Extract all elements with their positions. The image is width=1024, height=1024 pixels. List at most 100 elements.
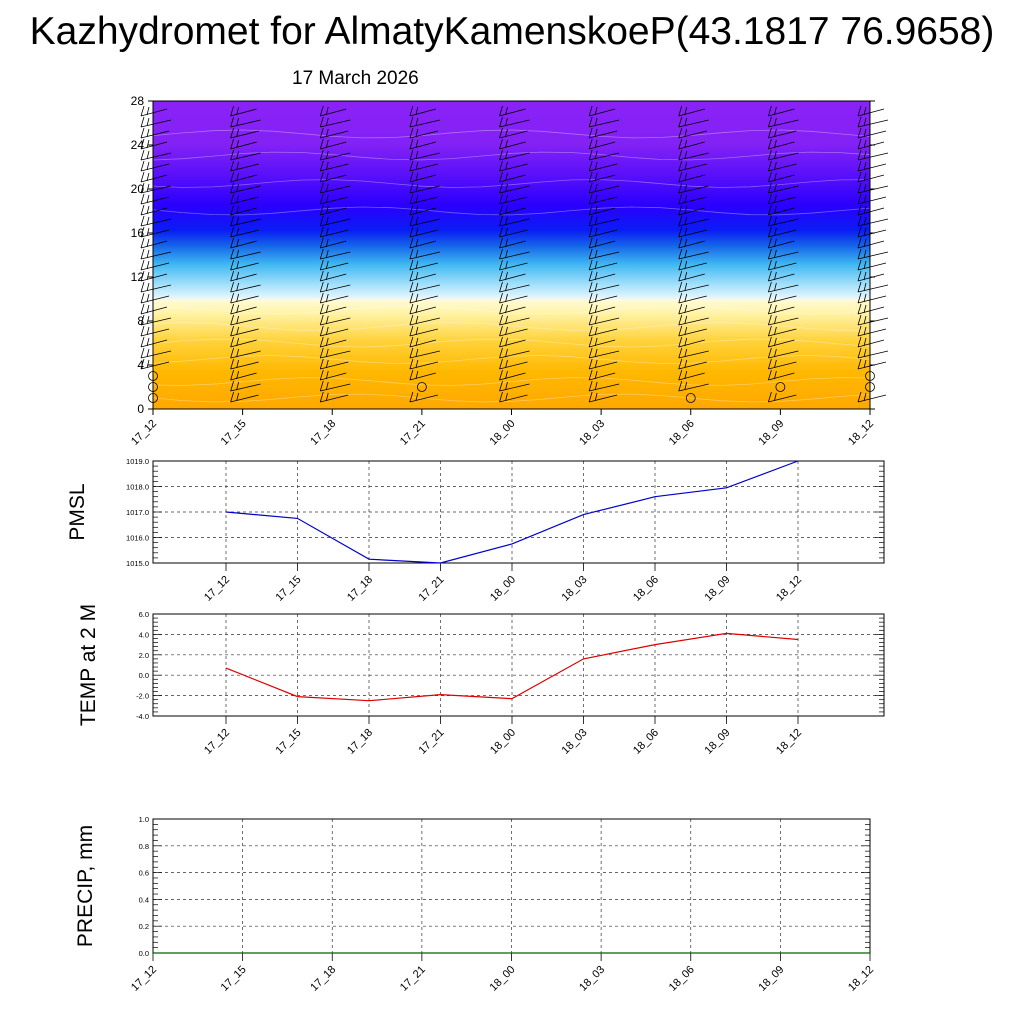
x-tick-label: 17_21 xyxy=(417,727,447,757)
wind-barb xyxy=(588,116,620,128)
y-tick-label: 0.2 xyxy=(139,922,149,931)
x-tick-label: 18_00 xyxy=(488,418,518,448)
wind-barb xyxy=(499,270,526,282)
wind-barb xyxy=(857,149,889,161)
wind-barb xyxy=(319,358,349,370)
wind-barb xyxy=(140,226,170,238)
wind-barb xyxy=(409,226,438,238)
y-tick-label: 0 xyxy=(137,402,144,416)
wind-barb xyxy=(409,127,438,139)
wind-barb xyxy=(767,314,799,326)
x-tick-label: 17_18 xyxy=(308,418,338,448)
wind-barb xyxy=(499,347,530,359)
wind-barb xyxy=(230,149,261,161)
wind-barb xyxy=(588,138,616,150)
wind-barb xyxy=(588,127,618,139)
wind-barb xyxy=(499,369,526,381)
wind-barb xyxy=(230,204,257,216)
wind-barb xyxy=(857,281,889,293)
wind-barb xyxy=(319,237,347,249)
wind-barb xyxy=(499,226,528,238)
wind-barb xyxy=(140,193,170,205)
wind-barb xyxy=(767,347,799,359)
wind-barb xyxy=(499,380,530,392)
y-tick-label: 4.0 xyxy=(139,630,149,639)
wind-barb xyxy=(767,193,797,205)
wind-barb xyxy=(409,292,438,304)
wind-barb xyxy=(767,259,797,271)
wind-barb xyxy=(767,149,799,161)
wind-barb xyxy=(678,182,709,194)
y-tick-label: 1.0 xyxy=(139,815,149,824)
wind-barb xyxy=(499,116,530,128)
wind-barb xyxy=(409,303,436,315)
wind-barb xyxy=(857,248,889,260)
wind-barb xyxy=(857,127,887,139)
wind-barb xyxy=(499,325,528,337)
wind-barb xyxy=(678,138,705,150)
y-axis-label: TEMP at 2 M xyxy=(77,604,100,726)
chart-subtitle: 17 March 2026 xyxy=(292,68,419,89)
y-tick-label: 28 xyxy=(131,94,145,108)
wind-barb xyxy=(588,149,620,161)
wind-barb xyxy=(588,325,618,337)
wind-barb xyxy=(230,270,257,282)
wind-barb xyxy=(857,259,887,271)
calm-wind-marker xyxy=(416,382,427,392)
wind-barb xyxy=(767,127,797,139)
wind-barb xyxy=(767,270,795,282)
wind-barb xyxy=(678,270,705,282)
wind-barb xyxy=(230,116,261,128)
wind-barb xyxy=(499,160,528,172)
wind-barb xyxy=(140,248,172,260)
wind-barb xyxy=(319,127,349,139)
wind-barb xyxy=(319,149,351,161)
wind-barb xyxy=(140,160,170,172)
x-tick-label: 18_03 xyxy=(560,727,590,757)
contour-line xyxy=(152,322,871,331)
wind-barb xyxy=(230,336,257,348)
wind-barb xyxy=(767,171,795,183)
contour-line xyxy=(152,151,871,161)
wind-barb xyxy=(678,380,709,392)
wind-barb xyxy=(767,325,797,337)
wind-barb xyxy=(409,391,438,403)
y-tick-label: 20 xyxy=(131,182,145,196)
wind-barb xyxy=(857,116,889,128)
x-tick-label: 18_12 xyxy=(846,418,876,448)
wind-barb xyxy=(409,270,436,282)
wind-barb xyxy=(319,336,347,348)
wind-barb xyxy=(230,237,257,249)
wind-barb xyxy=(409,314,440,326)
wind-barb xyxy=(319,226,349,238)
x-tick-label: 18_03 xyxy=(577,964,607,994)
wind-barb xyxy=(588,281,620,293)
wind-barb xyxy=(499,182,530,194)
panel-frame xyxy=(152,613,885,717)
wind-barb xyxy=(678,204,705,216)
wind-barb xyxy=(588,358,618,370)
wind-barb xyxy=(319,193,349,205)
wind-barb xyxy=(409,369,436,381)
wind-barb xyxy=(409,248,440,260)
y-tick-label: 24 xyxy=(131,138,145,152)
wind-barb xyxy=(588,215,620,227)
y-tick-label: 2.0 xyxy=(139,651,149,660)
wind-barb xyxy=(319,380,351,392)
wind-barb xyxy=(588,237,616,249)
y-tick-label: 16 xyxy=(131,226,145,240)
wind-barb xyxy=(678,149,709,161)
contour-line xyxy=(152,129,871,139)
wind-barb xyxy=(140,105,168,117)
y-tick-label: 1017.0 xyxy=(126,508,149,517)
wind-barb xyxy=(767,204,795,216)
wind-barb xyxy=(230,303,257,315)
wind-barb xyxy=(588,193,618,205)
wind-barb xyxy=(230,160,259,172)
wind-barb xyxy=(678,281,709,293)
wind-barb xyxy=(588,270,616,282)
wind-barb xyxy=(499,204,526,216)
x-tick-label: 17_12 xyxy=(202,727,232,757)
x-tick-label: 18_09 xyxy=(756,418,786,448)
wind-barb xyxy=(588,226,618,238)
